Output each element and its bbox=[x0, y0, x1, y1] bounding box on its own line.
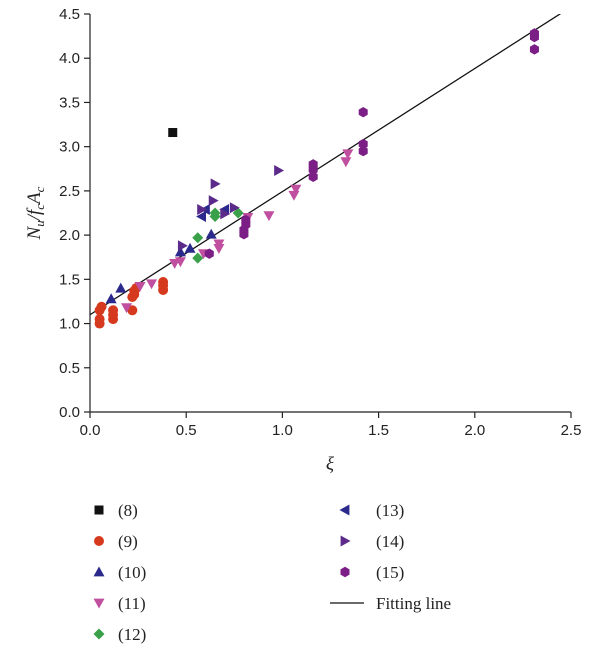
data-point bbox=[210, 178, 221, 190]
data-point bbox=[529, 28, 539, 39]
data-point bbox=[121, 303, 133, 314]
y-axis-label: Nu/fcAc bbox=[24, 186, 47, 240]
data-point bbox=[134, 282, 146, 292]
y-tick-label: 4.0 bbox=[59, 50, 80, 67]
y-tick-label: 1.0 bbox=[59, 316, 80, 333]
data-point bbox=[358, 106, 368, 118]
x-tick-label: 1.0 bbox=[272, 422, 293, 439]
legend-label: (13) bbox=[376, 501, 404, 520]
data-point bbox=[208, 195, 219, 207]
data-point bbox=[196, 211, 206, 223]
legend-marker bbox=[93, 566, 105, 577]
legend-marker bbox=[93, 598, 105, 609]
legend-marker bbox=[94, 505, 104, 515]
fitting-line bbox=[90, 14, 562, 316]
data-point bbox=[184, 242, 196, 253]
data-point bbox=[127, 305, 138, 316]
data-point bbox=[177, 240, 188, 252]
data-point bbox=[290, 184, 302, 195]
data-point bbox=[241, 214, 251, 226]
data-point bbox=[220, 208, 231, 220]
x-tick-label: 2.5 bbox=[561, 422, 582, 439]
data-point bbox=[197, 203, 208, 215]
data-point bbox=[358, 145, 368, 157]
data-point bbox=[213, 239, 225, 250]
y-tick-label: 0.5 bbox=[59, 360, 80, 377]
legend-marker bbox=[339, 504, 350, 516]
ticks: 0.0 0.5 1.0 1.5 2.0 2.5 0.0 0.5 1.0 1.5 2.0 2.5 3.0 3… bbox=[59, 6, 581, 439]
x-tick-label: 2.0 bbox=[464, 422, 485, 439]
data-point bbox=[108, 305, 119, 316]
data-point bbox=[232, 207, 244, 219]
legend-label: (10) bbox=[118, 563, 146, 582]
x-tick-label: 0.0 bbox=[80, 422, 101, 439]
y-tick-label: 0.0 bbox=[59, 404, 80, 421]
legend-marker bbox=[340, 566, 350, 578]
data-points bbox=[94, 28, 539, 329]
data-point bbox=[205, 228, 217, 239]
data-point bbox=[274, 165, 285, 177]
legend-marker bbox=[340, 535, 351, 547]
data-point bbox=[96, 301, 107, 312]
data-point bbox=[209, 207, 221, 219]
y-tick-label: 3.5 bbox=[59, 94, 80, 111]
legend-label: (14) bbox=[376, 532, 404, 551]
legend-marker bbox=[94, 536, 104, 546]
x-tick-label: 0.5 bbox=[176, 422, 197, 439]
legend-label: (11) bbox=[118, 594, 146, 613]
data-point bbox=[174, 246, 186, 257]
legend: (8) (9) (10) (11) (12) (13) (14) (15) Fitting li… bbox=[93, 501, 451, 644]
data-point bbox=[174, 257, 186, 268]
data-point bbox=[204, 248, 214, 259]
x-tick-label: 1.5 bbox=[368, 422, 389, 439]
fitting-line-layer bbox=[90, 14, 562, 316]
data-point bbox=[358, 138, 368, 150]
y-tick-label: 3.0 bbox=[59, 139, 80, 156]
legend-label: (9) bbox=[118, 532, 138, 551]
data-point bbox=[229, 202, 240, 214]
data-point bbox=[288, 190, 300, 201]
legend-marker bbox=[93, 628, 105, 640]
data-point bbox=[192, 232, 204, 244]
data-point bbox=[115, 282, 127, 293]
data-point bbox=[340, 157, 352, 168]
data-point bbox=[168, 128, 178, 138]
data-point bbox=[192, 252, 204, 264]
y-tick-label: 2.5 bbox=[59, 183, 80, 200]
data-point bbox=[308, 171, 318, 182]
data-point bbox=[146, 279, 158, 290]
legend-label: Fitting line bbox=[376, 594, 451, 613]
data-point bbox=[308, 159, 318, 170]
legend-label: (8) bbox=[118, 501, 138, 520]
y-tick-label: 1.5 bbox=[59, 271, 80, 288]
data-point bbox=[263, 211, 275, 222]
data-point bbox=[158, 276, 169, 287]
data-point bbox=[94, 314, 105, 325]
data-point bbox=[529, 44, 539, 55]
x-axis-label: ξ bbox=[326, 454, 335, 475]
legend-label: (15) bbox=[376, 563, 404, 582]
data-point bbox=[105, 293, 117, 304]
axes bbox=[89, 14, 571, 413]
y-tick-label: 2.0 bbox=[59, 227, 80, 244]
data-point bbox=[342, 149, 354, 160]
legend-label: (12) bbox=[118, 625, 146, 644]
y-tick-label: 4.5 bbox=[59, 6, 80, 23]
